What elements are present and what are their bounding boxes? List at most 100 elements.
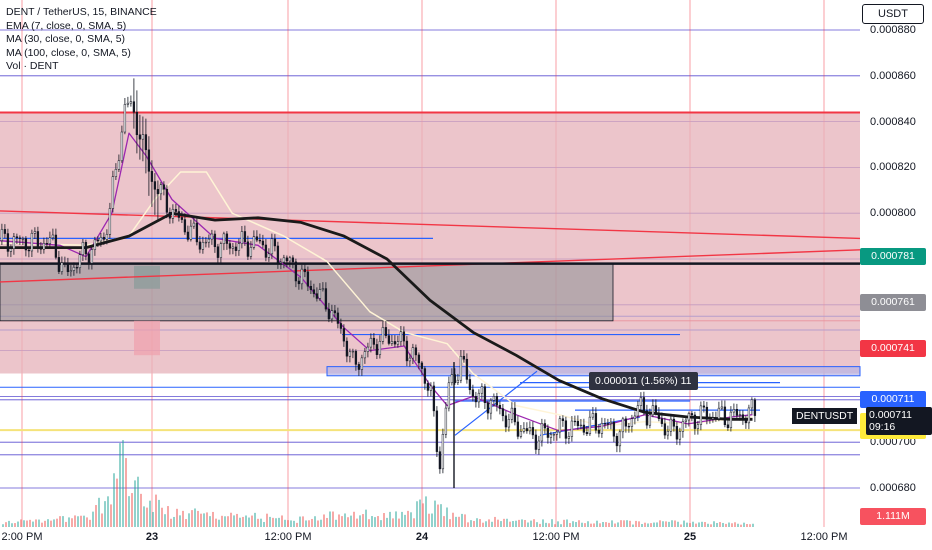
candle-body <box>96 239 100 242</box>
volume-bar <box>227 516 229 527</box>
volume-bar <box>8 520 10 527</box>
indicator-ma100[interactable]: MA (100, close, 0, SMA, 5) <box>6 46 131 59</box>
volume-bar <box>674 520 676 527</box>
volume-bar <box>575 522 577 527</box>
candle-body <box>147 149 151 172</box>
volume-bar <box>416 501 418 527</box>
volume-bar <box>308 520 310 527</box>
volume-bar <box>476 518 478 527</box>
volume-bar <box>680 524 682 527</box>
candle-body <box>588 416 592 435</box>
volume-bar <box>185 519 187 527</box>
volume-bar <box>44 520 46 527</box>
volume-bar <box>683 520 685 527</box>
candle-body <box>285 257 289 262</box>
volume-bar <box>656 522 658 527</box>
indicator-ma30[interactable]: MA (30, close, 0, SMA, 5) <box>6 33 126 46</box>
candle-body <box>408 357 412 362</box>
volume-bar <box>377 516 379 527</box>
candle-body <box>3 229 7 234</box>
candle-body <box>642 397 646 412</box>
volume-bar <box>26 520 28 527</box>
candle-body <box>702 405 706 408</box>
candle-body <box>558 418 562 433</box>
currency-button[interactable]: USDT <box>862 4 924 24</box>
indicator-volume[interactable]: Vol · DENT <box>6 60 59 73</box>
volume-bar <box>92 511 94 527</box>
volume-bar <box>548 523 550 527</box>
volume-bar <box>698 522 700 527</box>
candle-body <box>270 238 274 255</box>
candle-body <box>180 217 184 220</box>
candle-body <box>714 417 718 419</box>
candle-body <box>741 414 745 420</box>
volume-bar <box>77 516 79 527</box>
candle-body <box>396 341 400 345</box>
volume-bar <box>386 517 388 527</box>
candle-body <box>93 239 97 250</box>
candle-body <box>330 310 334 320</box>
volume-bar <box>104 501 106 527</box>
candle-body <box>336 312 340 324</box>
candle-body <box>633 415 637 419</box>
candle-body <box>276 245 280 264</box>
candle-body <box>708 418 712 421</box>
volume-bar <box>572 521 574 527</box>
volume-bar <box>266 513 268 527</box>
volume-bar <box>137 476 139 527</box>
candle-body <box>252 236 256 248</box>
symbol-title[interactable]: DENT / TetherUS, 15, BINANCE <box>6 6 157 18</box>
volume-bar <box>113 473 115 527</box>
candle-body <box>378 341 382 355</box>
candle-body <box>333 310 337 314</box>
candle-body <box>294 261 298 282</box>
x-tick-label: 12:00 PM <box>800 531 848 543</box>
candle-body <box>579 424 583 427</box>
volume-bar <box>353 511 355 527</box>
candle-body <box>303 268 307 273</box>
volume-bar <box>170 518 172 527</box>
candle-body <box>363 351 367 359</box>
indicator-ema[interactable]: EMA (7, close, 0, SMA, 5) <box>6 19 127 32</box>
volume-bar <box>68 517 70 527</box>
volume-bar <box>62 516 64 527</box>
range-box-marker-red <box>134 320 160 356</box>
candle-body <box>684 419 688 422</box>
candle-body <box>438 451 442 470</box>
candle-body <box>213 233 217 247</box>
candle-body <box>309 285 313 290</box>
volume-bar <box>359 515 361 527</box>
x-tick-label: 12:00 PM <box>264 531 312 543</box>
candle-body <box>126 102 130 105</box>
volume-bar <box>110 504 112 527</box>
legend: DENT / TetherUS, 15, BINANCE EMA (7, clo… <box>6 6 157 74</box>
candle-body <box>225 233 229 244</box>
volume-bar <box>197 510 199 527</box>
volume-bar <box>464 514 466 527</box>
y-tick-label: 0.000800 <box>870 207 916 220</box>
volume-bar <box>107 496 109 527</box>
volume-bar <box>587 521 589 527</box>
volume-bar <box>557 521 559 527</box>
volume-bar <box>707 523 709 527</box>
volume-bar <box>398 518 400 527</box>
candle-body <box>459 355 463 381</box>
volume-bar <box>362 514 364 527</box>
candle-body <box>705 406 709 420</box>
volume-bar <box>512 521 514 527</box>
candle-body <box>72 267 76 271</box>
candle-body <box>384 327 388 336</box>
candle-body <box>432 385 436 412</box>
candle-body <box>507 419 511 428</box>
volume-bar <box>620 520 622 527</box>
volume-bar <box>524 519 526 527</box>
candle-body <box>216 246 220 258</box>
volume-bar <box>32 521 34 527</box>
candle-body <box>450 374 454 384</box>
candle-body <box>399 331 403 342</box>
volume-bar <box>626 520 628 527</box>
volume-bar <box>155 494 157 527</box>
candle-body <box>372 337 376 345</box>
x-tick-label: 25 <box>683 531 697 543</box>
